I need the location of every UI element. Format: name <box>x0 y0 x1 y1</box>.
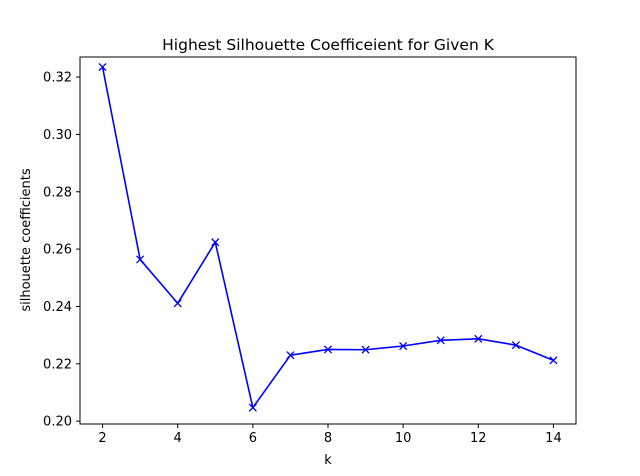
chart-title: Highest Silhouette Coefficeient for Give… <box>162 36 495 54</box>
data-point-marker <box>511 341 520 350</box>
data-point-marker <box>436 336 445 345</box>
y-tick-label: 0.22 <box>43 357 72 372</box>
data-point-marker <box>474 334 483 343</box>
data-point-marker <box>361 345 370 354</box>
y-tick-label: 0.32 <box>43 71 72 86</box>
y-tick-label: 0.30 <box>43 128 72 143</box>
x-axis-label: k <box>324 453 332 468</box>
series-line <box>101 66 554 409</box>
y-axis-label: silhouette coefficients <box>19 168 34 312</box>
x-tick-label: 6 <box>249 431 257 446</box>
data-point-marker <box>549 356 558 365</box>
x-tick-label: 14 <box>545 431 562 446</box>
data-point-marker <box>211 238 220 247</box>
data-point-marker <box>323 345 333 354</box>
y-tick-label: 0.20 <box>43 415 72 430</box>
data-point-marker <box>98 62 107 72</box>
y-tick-label: 0.24 <box>43 300 72 315</box>
y-tick-label: 0.28 <box>43 185 72 200</box>
x-tick-label: 2 <box>98 431 106 446</box>
data-point-marker <box>173 299 182 308</box>
x-tick-label: 12 <box>470 431 487 446</box>
plot-frame <box>79 56 577 425</box>
x-tick-label: 8 <box>324 431 332 446</box>
data-point-marker <box>136 255 145 264</box>
data-point-marker <box>248 403 257 412</box>
x-tick-label: 10 <box>395 431 412 446</box>
plot-axes: 2 4 6 8 10 12 14 0.20 0.22 0.24 0.26 0.28 0.30 0.32 <box>43 56 577 446</box>
data-point-marker <box>286 351 295 360</box>
data-point-marker <box>399 341 408 351</box>
y-tick-label: 0.26 <box>43 243 72 258</box>
x-tick-label: 4 <box>174 431 182 446</box>
